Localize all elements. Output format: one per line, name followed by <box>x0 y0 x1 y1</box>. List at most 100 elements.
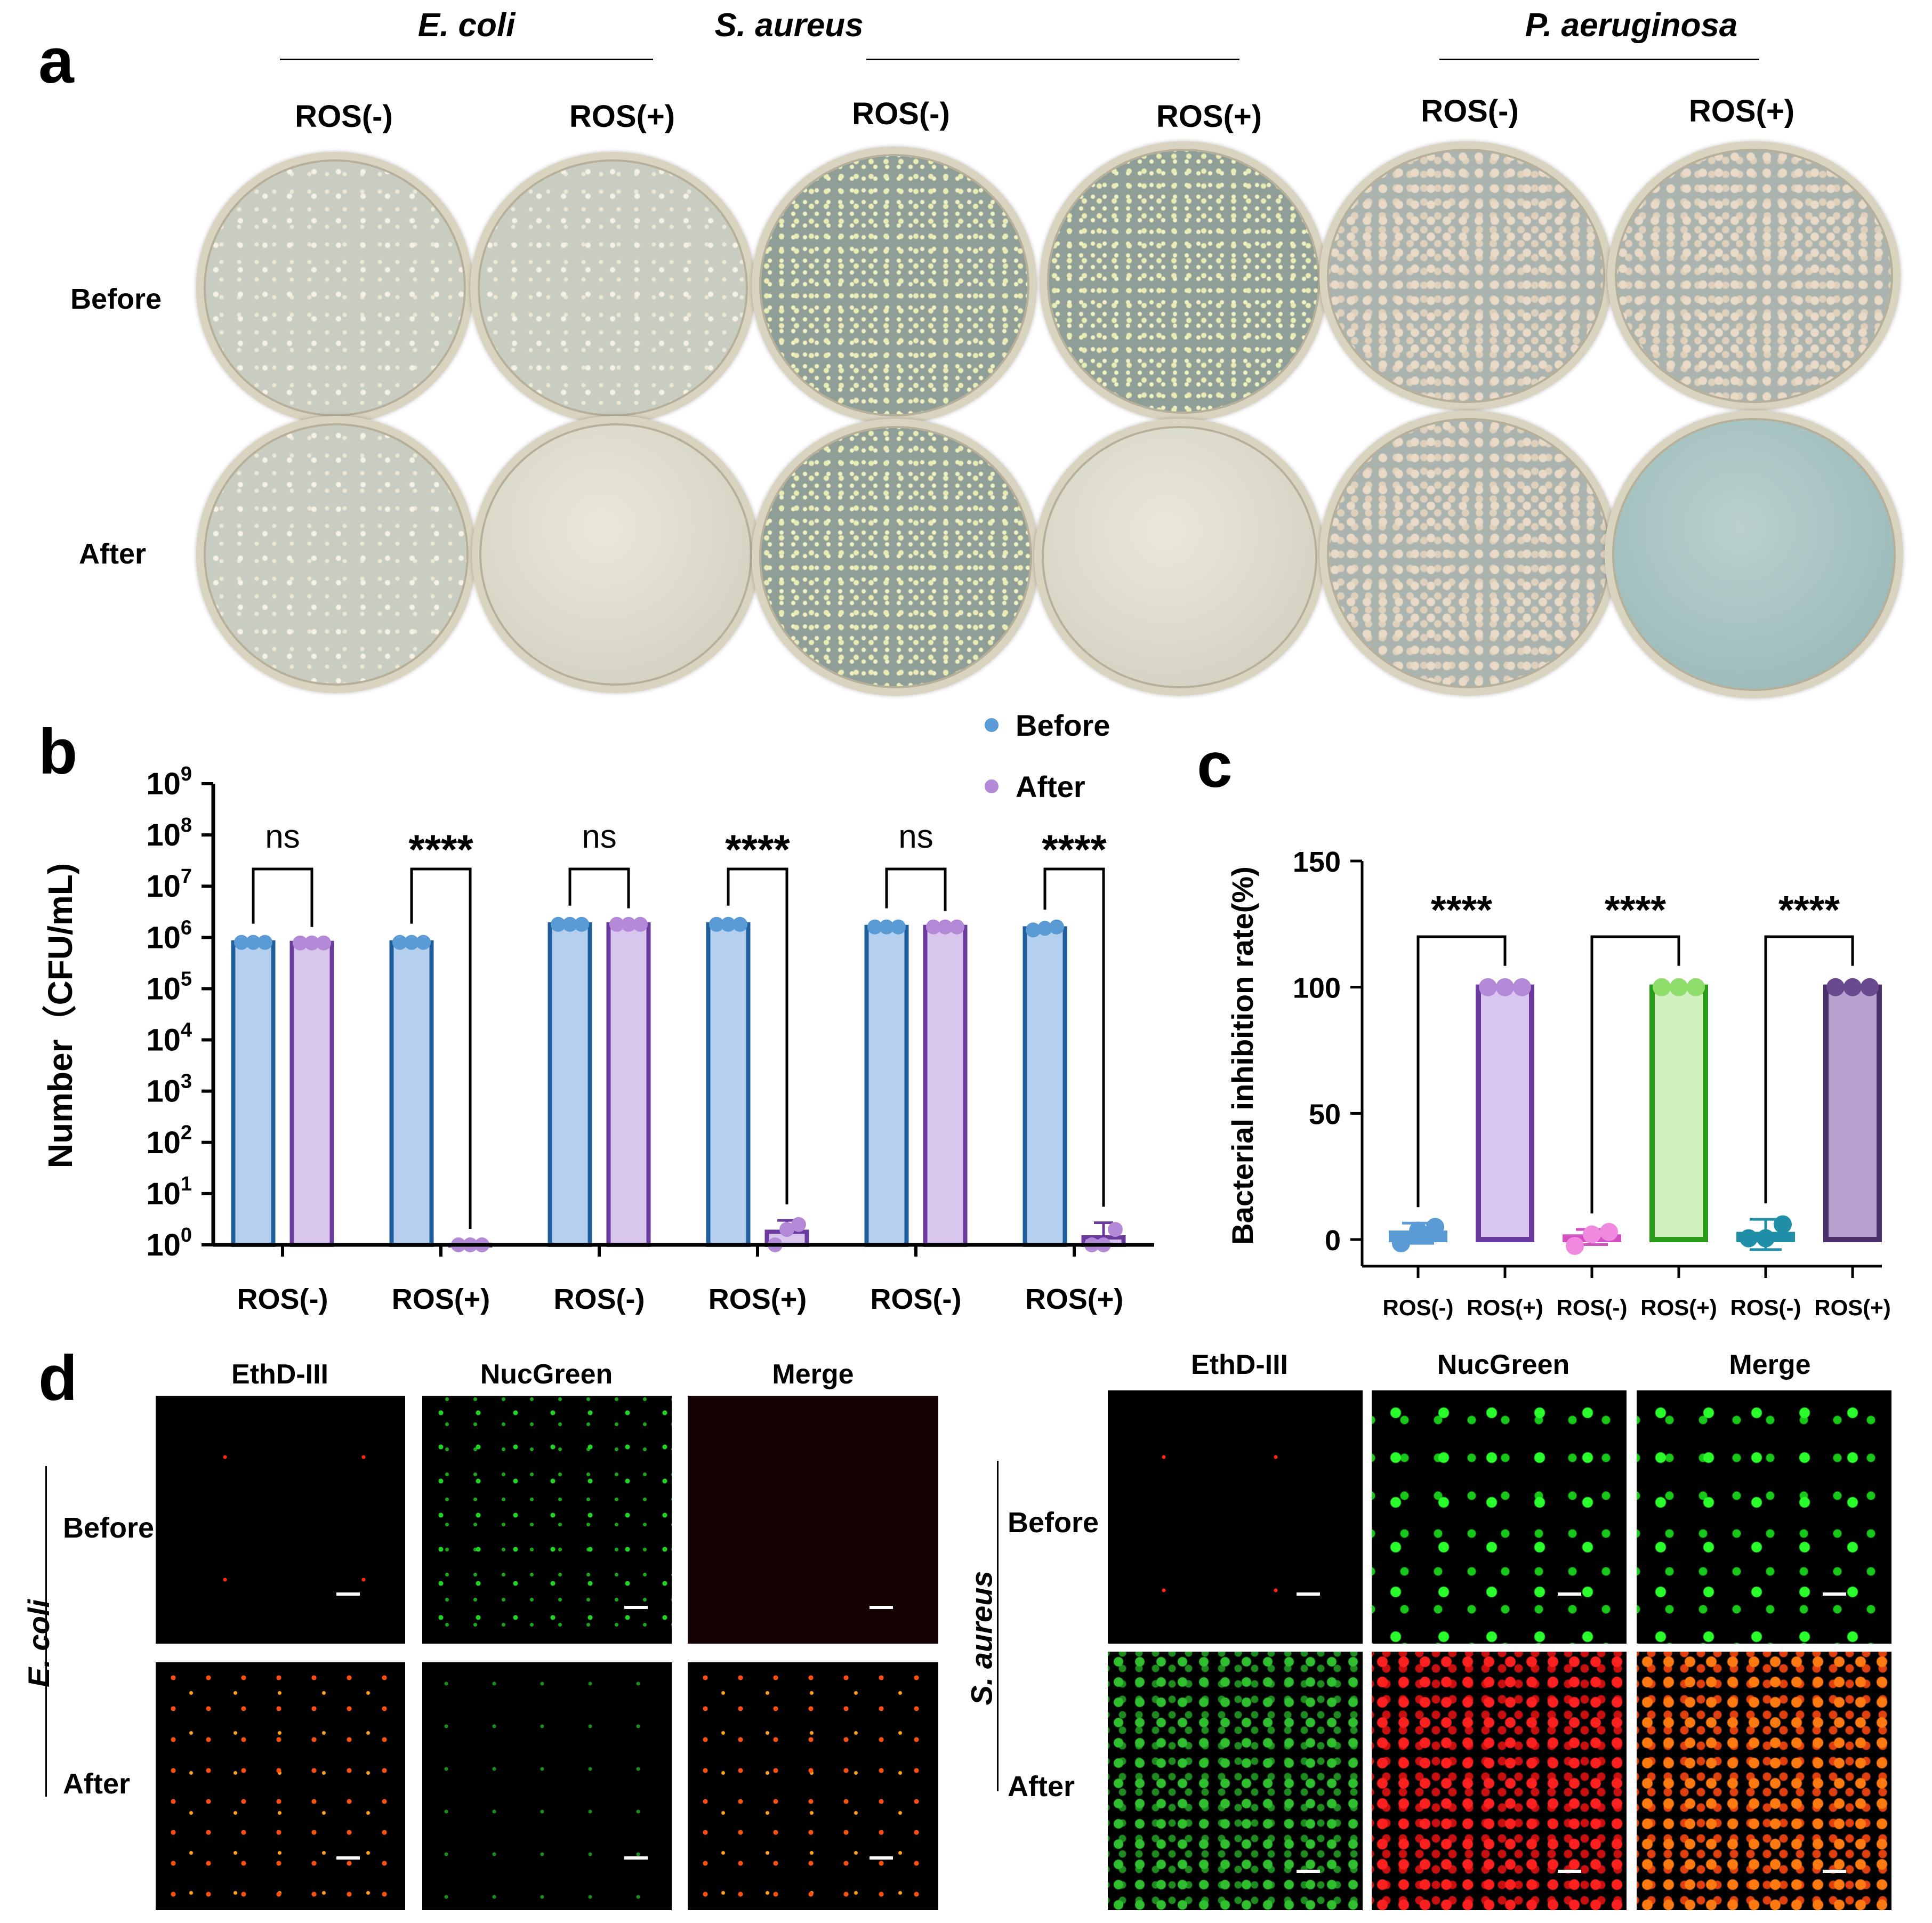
data-point <box>779 1222 794 1237</box>
bar-after <box>289 940 334 1248</box>
panel-b-letter: b <box>38 716 78 787</box>
y-tick-label: 101 <box>146 1173 192 1211</box>
data-point <box>1026 922 1041 938</box>
data-point <box>1740 1229 1758 1248</box>
significance-label: ns <box>898 818 933 855</box>
petri-dish-ecoli-ros-plus-before <box>470 152 755 424</box>
y-axis-label: Number（CFU/mL) <box>41 863 79 1168</box>
micrograph-ecoli-after-merge <box>688 1662 938 1910</box>
condition-label: ROS(-) <box>852 96 950 131</box>
data-point <box>1049 919 1064 935</box>
x-tick-label: ROS(-) <box>237 1283 328 1315</box>
micrograph-ecoli-before-merge <box>688 1396 938 1644</box>
channel-label: EthD-III <box>1191 1349 1288 1380</box>
micrograph-saureus-after-ethd <box>1108 1652 1363 1910</box>
y-tick-label: 100 <box>146 1224 192 1262</box>
data-point <box>562 916 577 932</box>
species-label-saureus: S. aureus <box>714 7 864 44</box>
significance-bracket <box>885 867 947 911</box>
data-point <box>891 919 906 935</box>
data-point <box>551 916 566 932</box>
petri-dish-ecoli-ros-minus-after <box>196 416 476 693</box>
micrograph-saureus-before-merge <box>1637 1390 1891 1644</box>
bar-before <box>1023 926 1067 1247</box>
bar-before <box>864 924 909 1247</box>
condition-label: ROS(+) <box>1688 94 1795 128</box>
y-tick-label: 0 <box>1325 1225 1341 1257</box>
significance-label: **** <box>408 826 473 873</box>
legend-label: Before <box>1016 709 1110 742</box>
condition-label: ROS(-) <box>295 99 393 134</box>
x-tick-label: ROS(+) <box>709 1283 807 1315</box>
data-point <box>709 916 724 932</box>
significance-bracket <box>1043 867 1105 1207</box>
petri-dish-ecoli-ros-minus-before <box>196 152 473 424</box>
y-tick-label: 104 <box>146 1019 192 1058</box>
micrograph-saureus-before-nucgreen <box>1372 1390 1627 1644</box>
significance-label: ns <box>265 818 300 855</box>
x-tick-label: ROS(+) <box>392 1283 490 1315</box>
bar <box>1476 984 1534 1243</box>
micrograph-saureus-before-ethd <box>1108 1390 1363 1644</box>
data-point <box>1513 978 1531 996</box>
micrograph-saureus-after-merge <box>1637 1652 1891 1910</box>
species-rule-saureus <box>866 59 1239 60</box>
channel-label: Merge <box>772 1359 854 1390</box>
petri-dish-ecoli-ros-plus-after <box>472 416 760 693</box>
species-label-paeruginosa: P. aeruginosa <box>1525 7 1738 44</box>
data-point <box>293 935 308 951</box>
data-point <box>316 935 331 951</box>
channel-label: NucGreen <box>480 1359 613 1390</box>
y-axis-label: Bacterial inhibition rate(%) <box>1226 866 1259 1244</box>
bar-before <box>548 922 592 1247</box>
data-point <box>1566 1236 1584 1255</box>
species-label-saureus-d: S. aureus <box>964 1571 999 1705</box>
condition-label: ROS(+) <box>569 99 675 134</box>
species-rule-ecoli <box>280 59 653 60</box>
legend-label: After <box>1016 770 1085 803</box>
row-label-before: Before <box>63 1512 155 1544</box>
row-label-before: Before <box>70 283 162 315</box>
data-point <box>1409 1221 1427 1240</box>
chart-c-inhibition-bar-chart: 0 50 100 150 Bacterial inhibition rate(%) ROS… <box>1226 846 1891 1320</box>
data-point <box>1600 1222 1618 1241</box>
data-point <box>1037 921 1052 936</box>
data-point <box>574 916 589 932</box>
data-point <box>879 919 894 935</box>
data-point <box>938 919 953 935</box>
significance-label: **** <box>1042 826 1107 873</box>
data-point <box>1496 978 1514 996</box>
bar <box>1823 984 1882 1243</box>
chart-b-cfu-bar-chart: 100 101 102 103 104 105 106 107 108 109 Number（CFU… <box>41 709 1154 1315</box>
data-point <box>1757 1229 1775 1248</box>
data-point <box>404 935 419 950</box>
significance-bracket <box>1764 935 1854 1204</box>
data-point <box>926 919 941 935</box>
bar <box>1649 984 1708 1243</box>
x-tick-label: ROS(+) <box>1467 1295 1543 1320</box>
species-rule-paeruginosa <box>1439 59 1759 60</box>
petri-dish-paeruginosa-ros-plus-after <box>1605 411 1903 698</box>
significance-bracket <box>727 867 788 1205</box>
data-point <box>633 916 648 932</box>
row-label-after: After <box>1008 1771 1075 1803</box>
data-point <box>304 935 319 951</box>
x-tick-label: ROS(+) <box>1640 1295 1717 1320</box>
species-label-ecoli-d: E. coli <box>21 1599 55 1687</box>
y-tick-label: 103 <box>146 1071 192 1109</box>
micrograph-saureus-after-nucgreen <box>1372 1652 1627 1910</box>
row-label-after: After <box>79 538 147 570</box>
row-label-after: After <box>63 1768 131 1800</box>
x-tick-label: ROS(+) <box>1814 1295 1891 1320</box>
panel-d-letter: d <box>38 1342 78 1414</box>
x-tick-label: ROS(-) <box>1730 1295 1801 1320</box>
condition-label: ROS(-) <box>1421 94 1519 128</box>
y-tick-label: 106 <box>146 916 192 955</box>
data-point <box>1687 978 1705 996</box>
y-tick-label: 100 <box>1293 972 1341 1004</box>
channel-label: NucGreen <box>1437 1349 1570 1380</box>
x-tick-label: ROS(+) <box>1025 1283 1124 1315</box>
bar-after <box>923 924 968 1247</box>
data-point <box>1108 1222 1123 1237</box>
x-tick-label: ROS(-) <box>1557 1295 1628 1320</box>
